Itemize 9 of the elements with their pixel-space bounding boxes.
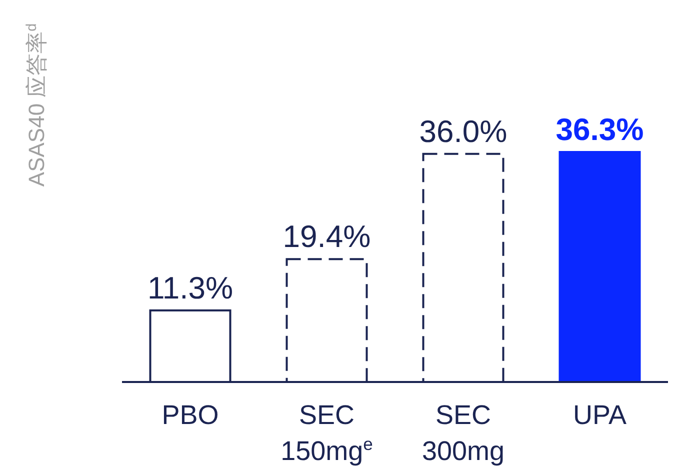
x-tick-label: SEC 150mg$^{e}$ <box>280 400 373 466</box>
data-label: 11.3% <box>147 270 234 306</box>
data-label: 19.4% <box>282 219 371 254</box>
bar <box>558 151 641 383</box>
x-tick-label: UPA <box>572 400 627 430</box>
data-label: 36.0% <box>419 114 508 149</box>
x-tick-label: SEC 300mg <box>422 400 505 466</box>
x-tick-label: PBO <box>162 400 219 430</box>
data-label: 36.3% <box>556 112 644 147</box>
